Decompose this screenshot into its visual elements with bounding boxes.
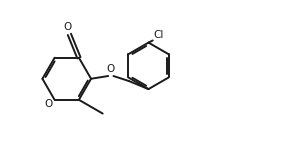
Text: O: O — [44, 98, 52, 108]
Text: O: O — [107, 64, 115, 74]
Text: Cl: Cl — [153, 30, 164, 40]
Text: O: O — [63, 22, 72, 32]
